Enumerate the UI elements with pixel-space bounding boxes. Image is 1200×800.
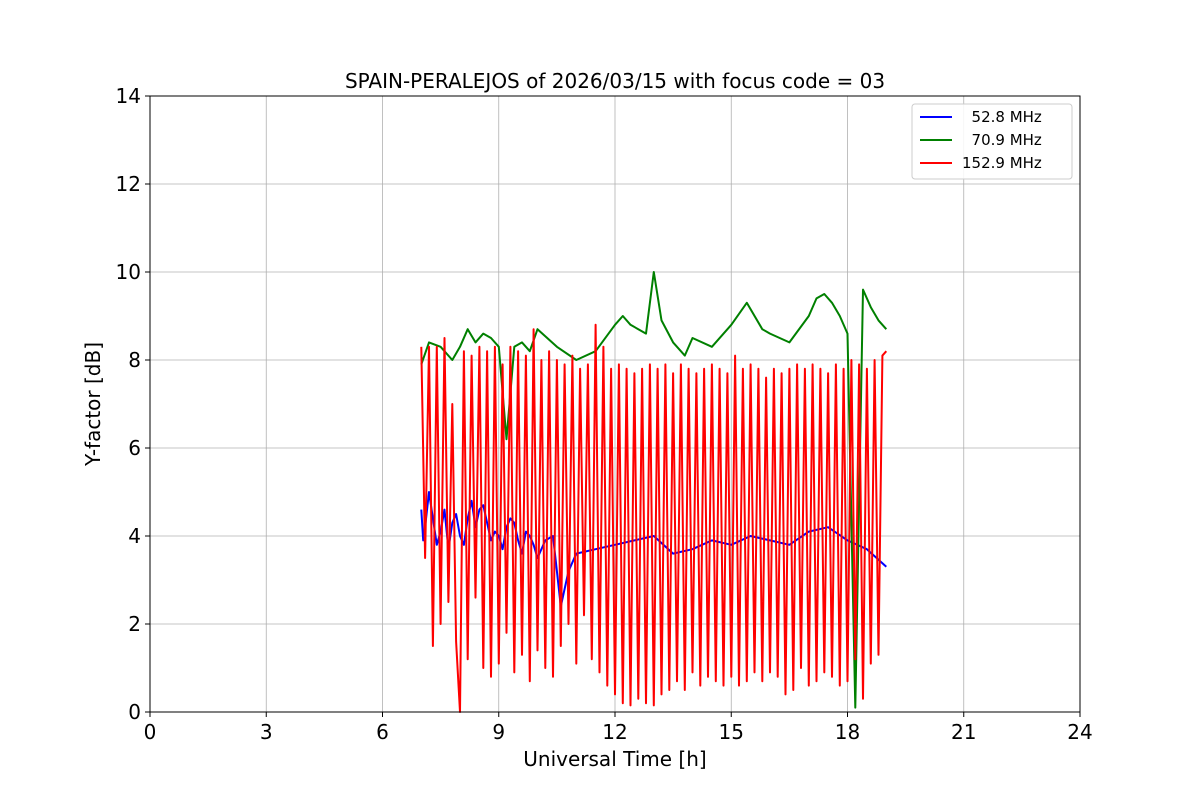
x-tick-label: 3 (260, 720, 273, 744)
x-tick-label: 18 (835, 720, 860, 744)
x-tick-label: 24 (1067, 720, 1092, 744)
y-tick-label: 12 (116, 172, 141, 196)
data-series (420, 271, 888, 713)
series-line-152-9-mhz (420, 323, 888, 713)
y-tick-label: 10 (116, 260, 141, 284)
x-tick-label: 21 (951, 720, 976, 744)
x-tick-label: 6 (376, 720, 389, 744)
y-tick-label: 6 (128, 436, 141, 460)
x-tick-label: 12 (602, 720, 627, 744)
legend-label-52-8: 52.8 MHz (962, 108, 1042, 126)
legend-label-70-9: 70.9 MHz (962, 131, 1042, 149)
y-tick-label: 2 (128, 612, 141, 636)
legend: 52.8 MHz 70.9 MHz 152.9 MHz (911, 103, 1073, 180)
y-tick-label: 8 (128, 348, 141, 372)
legend-box (911, 103, 1073, 180)
series-line-70-9-mhz (420, 271, 888, 709)
y-tick-label: 4 (128, 524, 141, 548)
x-tick-label: 15 (719, 720, 744, 744)
x-tick-label: 0 (144, 720, 157, 744)
legend-label-152-9: 152.9 MHz (962, 154, 1042, 172)
chart-title: SPAIN-PERALEJOS of 2026/03/15 with focus… (345, 69, 885, 93)
x-tick-label: 9 (492, 720, 505, 744)
y-tick-label: 0 (128, 700, 141, 724)
y-axis-label: Y-factor [dB] (81, 342, 105, 467)
y-tick-label: 14 (116, 84, 141, 108)
y-axis-ticks: 0 2 4 6 8 10 12 14 (116, 84, 150, 724)
x-axis-label: Universal Time [h] (523, 747, 706, 771)
x-axis-ticks: 0 3 6 9 12 15 18 21 24 (144, 712, 1093, 744)
